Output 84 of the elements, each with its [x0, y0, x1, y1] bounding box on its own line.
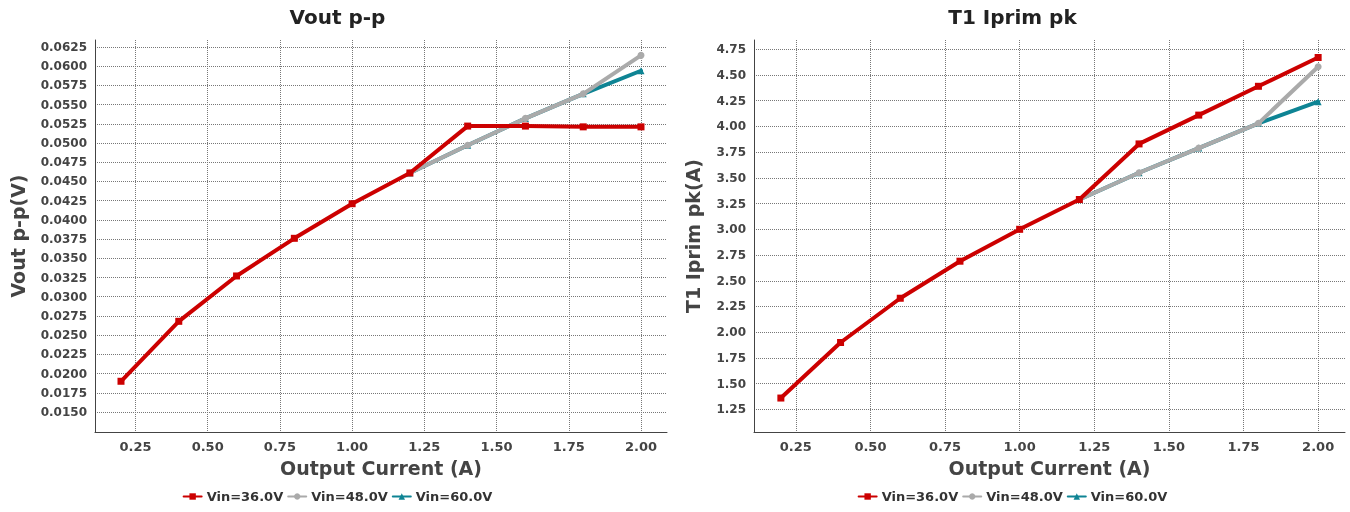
x-tick-label: 0.50: [854, 439, 887, 454]
y-tick-label: 3.00: [716, 222, 746, 237]
y-tick-label: 4.25: [716, 93, 746, 108]
y-tick-label: 4.50: [716, 67, 746, 82]
y-tick-label: 0.0275: [40, 308, 87, 323]
y-tick-label: 4.00: [716, 119, 746, 134]
point: [175, 317, 183, 325]
y-tick-label: 0.0150: [40, 405, 87, 420]
y-tick-label: 3.50: [716, 170, 746, 185]
y-axis-title: Vout p-p(V): [6, 174, 29, 298]
point: [637, 123, 645, 131]
point: [1314, 53, 1322, 61]
x-tick-label: 1.50: [480, 439, 513, 454]
y-tick-label: 0.0375: [40, 232, 87, 247]
legend-label: Vin=48.0V: [986, 489, 1063, 504]
legend-label: Vin=36.0V: [206, 489, 284, 504]
x-tick-label: 1.00: [336, 439, 369, 454]
x-tick-label: 1.25: [1078, 439, 1111, 454]
y-tick-label: 1.25: [716, 402, 746, 417]
legend-label: Vin=36.0V: [881, 489, 959, 504]
x-tick-label: 1.25: [408, 439, 441, 454]
y-tick-label: 0.0325: [40, 270, 87, 285]
x-tick-label: 0.75: [928, 439, 962, 454]
y-tick-label: 0.0400: [40, 212, 87, 227]
y-tick-label: 0.0550: [40, 97, 87, 112]
point: [1254, 82, 1262, 90]
y-tick-label: 1.75: [716, 350, 746, 365]
point: [233, 272, 241, 280]
legend-label: Vin=48.0V: [311, 489, 388, 504]
y-tick-label: 1.50: [716, 376, 746, 391]
x-tick-label: 0.25: [779, 439, 812, 454]
y-tick-label: 0.0175: [40, 385, 87, 400]
x-axis-title: Output Current (A): [948, 456, 1151, 479]
x-tick-label: 2.00: [1302, 439, 1335, 454]
point: [837, 338, 845, 346]
point: [579, 123, 587, 131]
y-tick-label: 0.0300: [40, 289, 87, 304]
point: [777, 394, 785, 402]
x-tick-label: 1.00: [1003, 439, 1036, 454]
x-tick-label: 0.25: [119, 439, 152, 454]
y-tick-label: 2.00: [716, 325, 746, 340]
y-tick-label: 3.25: [716, 196, 746, 211]
chart-title: T1 Iprim pk: [948, 5, 1078, 29]
point: [1195, 111, 1203, 119]
y-tick-label: 0.0350: [40, 251, 87, 266]
y-tick-label: 0.0450: [40, 174, 87, 189]
y-tick-label: 0.0250: [40, 328, 87, 343]
x-tick-label: 1.75: [1227, 439, 1260, 454]
point: [896, 294, 904, 302]
x-tick-label: 0.50: [191, 439, 224, 454]
y-tick-label: 0.0200: [40, 366, 87, 381]
y-tick-label: 0.0525: [40, 116, 87, 131]
x-tick-label: 2.00: [624, 439, 658, 454]
point: [1016, 225, 1024, 233]
y-tick-label: 0.0225: [40, 347, 87, 362]
x-tick-label: 1.75: [552, 439, 585, 454]
legend-label: Vin=60.0V: [1090, 489, 1168, 504]
y-tick-label: 2.75: [716, 248, 746, 263]
point: [348, 200, 356, 208]
chart-title: Vout p-p: [289, 5, 386, 29]
x-axis-title: Output Current (A): [280, 456, 482, 479]
point: [521, 122, 529, 130]
y-tick-label: 0.0600: [40, 59, 87, 74]
y-tick-label: 0.0475: [40, 155, 87, 170]
point: [464, 122, 472, 130]
y-tick-label: 0.0425: [40, 193, 87, 208]
y-tick-label: 0.0575: [40, 78, 87, 93]
x-tick-label: 0.75: [263, 439, 296, 454]
x-tick-label: 1.50: [1152, 439, 1185, 454]
point: [1314, 63, 1322, 71]
point: [637, 51, 645, 59]
y-tick-label: 0.0500: [40, 136, 87, 150]
y-axis-title: T1 Iprim pk(A): [681, 158, 704, 314]
point: [117, 377, 125, 385]
point: [1135, 140, 1143, 148]
y-tick-label: 4.75: [716, 42, 746, 57]
point: [956, 257, 964, 265]
y-tick-label: 2.25: [716, 299, 746, 314]
y-tick-label: 2.50: [716, 273, 746, 288]
y-tick-label: 0.0625: [40, 39, 87, 54]
y-tick-label: 3.75: [716, 145, 746, 160]
legend-label: Vin=60.0V: [415, 489, 493, 504]
point: [290, 234, 298, 242]
point: [637, 67, 645, 75]
